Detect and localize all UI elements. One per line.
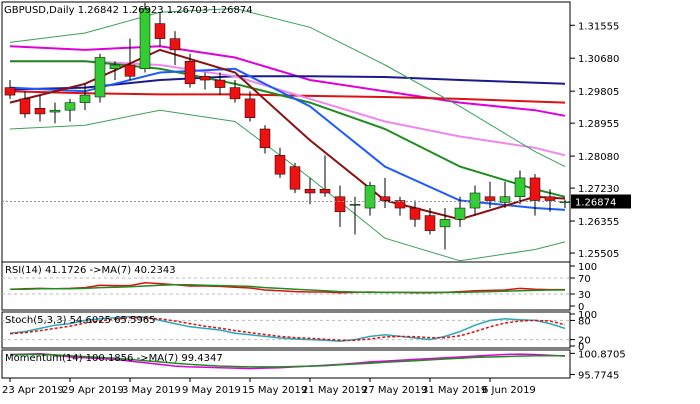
bear-candle <box>184 60 196 85</box>
price-tick-label: 1.31555 <box>578 21 619 32</box>
bear-candle <box>214 79 226 88</box>
bear-candle <box>124 64 136 77</box>
momentum-title: Momentum(14) 100.1856 ->MA(7) 99.4347 <box>5 353 223 364</box>
bear-candle <box>424 215 436 231</box>
bear-candle <box>544 196 556 201</box>
bear-candle <box>19 98 31 115</box>
bear-candle <box>334 196 346 213</box>
indicator-line <box>9 353 565 368</box>
price-tick-label: 1.28080 <box>578 152 619 163</box>
rsi-plot-area <box>2 277 570 295</box>
bull-candle <box>139 8 151 70</box>
bull-candle <box>454 207 466 220</box>
indicator-tick-label: 0 <box>578 342 584 353</box>
stoch-panel-frame <box>1 311 571 349</box>
bear-candle <box>244 98 256 118</box>
date-tick-label: 6 Jun 2019 <box>482 385 536 396</box>
chart-title: GBPUSD,Daily 1.26842 1.26923 1.26703 1.2… <box>4 5 253 16</box>
indicator-tick-label: 0 <box>578 302 584 313</box>
moving-average-line <box>9 75 566 91</box>
indicator-tick-label: 100.8705 <box>578 349 626 360</box>
bear-candle <box>274 155 286 175</box>
price-tick-label: 1.27230 <box>578 184 619 195</box>
date-tick-label: 9 May 2019 <box>182 385 241 396</box>
bull-candle <box>499 196 511 203</box>
bear-candle <box>379 196 391 201</box>
moving-average-line <box>9 48 566 221</box>
bull-candle <box>349 204 361 206</box>
price-tick-label: 1.26355 <box>578 217 619 228</box>
stoch-title: Stoch(5,3,3) 54.6025 65.5965 <box>5 315 156 326</box>
bear-candle <box>34 108 46 115</box>
bear-candle <box>319 188 331 194</box>
last-price-label: 1.26874 <box>575 197 616 208</box>
bear-candle <box>484 196 496 201</box>
date-tick-label: 31 May 2019 <box>422 385 487 396</box>
indicator-line <box>9 282 565 294</box>
date-tick-label: 15 May 2019 <box>242 385 307 396</box>
indicator-tick-label: 70 <box>578 274 591 285</box>
price-tick-label: 1.30680 <box>578 54 619 65</box>
bear-candle <box>154 23 166 39</box>
bull-candle <box>364 185 376 209</box>
bull-candle <box>79 94 91 103</box>
bear-candle <box>4 87 16 96</box>
last-price-box <box>571 194 631 209</box>
bull-candle <box>109 64 121 70</box>
indicator-line <box>10 284 565 294</box>
date-tick-label: 21 May 2019 <box>302 385 367 396</box>
moving-average-line <box>9 7 566 168</box>
indicator-tick-label: 20 <box>578 336 591 347</box>
price-tick-label: 1.28955 <box>578 119 619 130</box>
rsi-panel-frame <box>1 261 571 311</box>
date-tick-label: 27 May 2019 <box>362 385 427 396</box>
indicator-tick-label: 95.7745 <box>578 370 619 381</box>
stoch-plot-area <box>2 315 570 342</box>
date-tick-label: 23 Apr 2019 <box>2 385 64 396</box>
date-tick-label: 3 May 2019 <box>122 385 181 396</box>
moving-average-line <box>9 67 566 211</box>
bear-candle <box>289 166 301 190</box>
moving-average-line <box>10 60 566 198</box>
bear-candle <box>229 87 241 100</box>
price-tick-label: 1.25505 <box>578 249 619 260</box>
axes: 1.31555 1.30680 1.29805 1.28955 1.28080 1.272… <box>2 21 631 396</box>
main-panel-frame <box>1 1 571 263</box>
bear-candle <box>259 128 271 149</box>
bull-candle <box>64 102 76 111</box>
indicator-tick-label: 100 <box>578 262 597 273</box>
bull-candle <box>469 192 481 209</box>
moving-average-line <box>9 109 566 262</box>
bull-candle <box>49 109 61 113</box>
rsi-title: RSI(14) 41.1726 ->MA(7) 40.2343 <box>5 265 176 276</box>
indicator-line <box>9 317 566 341</box>
bear-candle <box>169 38 181 51</box>
momentum-plot-area <box>9 352 566 370</box>
bear-candle <box>304 188 316 194</box>
price-plot-area <box>2 2 571 262</box>
bull-candle <box>439 219 451 228</box>
price-tick-label: 1.29805 <box>578 87 619 98</box>
indicator-tick-label: 100 <box>578 310 597 321</box>
bull-candle <box>559 201 571 204</box>
bull-candle <box>514 177 526 198</box>
moving-average-line <box>9 45 566 117</box>
date-tick-label: 29 Apr 2019 <box>62 385 124 396</box>
bull-candle <box>94 57 106 98</box>
bear-candle <box>409 207 421 220</box>
bear-candle <box>199 76 211 81</box>
indicator-tick-label: 80 <box>578 316 591 327</box>
bear-candle <box>529 177 541 201</box>
indicator-line <box>9 315 566 342</box>
moving-average-line <box>10 60 566 157</box>
bear-candle <box>394 200 406 209</box>
indicator-tick-label: 30 <box>578 290 591 301</box>
momentum-panel-frame <box>1 349 571 379</box>
